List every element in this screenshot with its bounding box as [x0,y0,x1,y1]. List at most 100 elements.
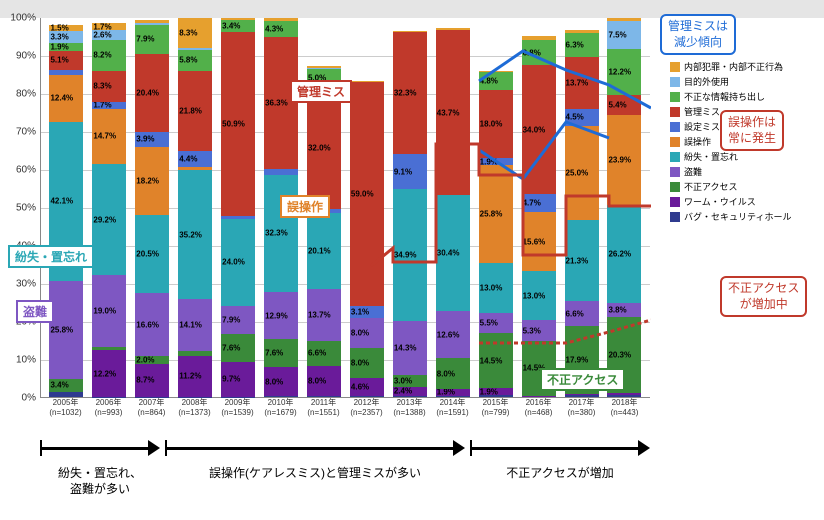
seg-setmiss: 3.1% [350,306,384,318]
seg-bug [307,396,341,397]
seg-unauth: 14.5% [479,333,513,388]
seg-lost: 13.0% [479,263,513,312]
seg-unauth: 7.6% [221,334,255,361]
seg-mgmt: 13.7% [565,57,599,109]
x-label: 2007年(n=864) [135,398,169,417]
bar-2016年: 14.5%5.3%13.0%15.6%4.7%34.0%6.8% [522,18,556,397]
x-label: 2015年(n=799) [479,398,513,417]
seg-setmiss: 4.4% [178,151,212,167]
seg-misop: 18.2% [135,147,169,216]
legend-item: 目的外使用 [670,75,820,88]
x-label: 2010年(n=1679) [264,398,298,417]
y-axis: 0%10%20%30%40%50%60%70%80%90%100% [0,18,38,398]
callout-mgmt_down: 管理ミスは減少傾向 [660,14,736,55]
x-axis: 2005年(n=1032)2006年(n=993)2007年(n=864)200… [40,398,650,417]
seg-theft: 14.3% [393,321,427,375]
seg-misop: 15.6% [522,212,556,271]
seg-setmiss: 4.5% [565,109,599,126]
seg-setmiss [221,216,255,219]
x-label: 2018年(n=443) [608,398,642,417]
seg-crime [565,30,599,33]
bar-2006年: 12.2%19.0%29.2%14.7%1.7%8.3%8.2%2.6%1.7% [92,18,126,397]
period-label: 紛失・置忘れ、盗難が多い [40,466,160,497]
seg-theft: 6.6% [565,301,599,326]
seg-worm [565,394,599,396]
seg-crime [522,36,556,39]
chart-container: 0%10%20%30%40%50%60%70%80%90%100% 3.4%25… [0,0,824,520]
y-tick: 70% [16,127,36,138]
seg-lost: 24.0% [221,219,255,306]
seg-badinfo: 12.2% [607,49,641,95]
seg-setmiss: 4.7% [522,194,556,212]
seg-crime [307,66,341,68]
seg-setmiss: 1.9% [479,158,513,165]
seg-lost: 35.2% [178,170,212,299]
x-label: 2017年(n=380) [565,398,599,417]
seg-mgmt: 43.7% [436,30,470,196]
seg-crime [221,18,255,20]
seg-theft: 12.6% [436,311,470,359]
seg-mgmt: 5.4% [607,95,641,115]
plot-area: 3.4%25.8%42.1%12.4%5.1%1.9%3.3%1.5% 12.2%… [40,18,650,398]
x-label: 2006年(n=993) [92,398,126,417]
seg-lost: 21.3% [565,220,599,301]
bar-2005年: 3.4%25.8%42.1%12.4%5.1%1.9%3.3%1.5% [49,18,83,397]
seg-lost: 20.5% [135,215,169,293]
seg-mgmt: 18.0% [479,90,513,158]
seg-unauth: 3.4% [49,379,83,392]
seg-crime [479,71,513,72]
x-label: 2009年(n=1539) [221,398,255,417]
y-tick: 30% [16,279,36,290]
seg-lost: 29.2% [92,164,126,275]
seg-unauth: 2.0% [135,356,169,364]
chart-label-theft: 盗難 [16,300,54,323]
seg-misop: 25.8% [479,165,513,263]
y-tick: 10% [16,355,36,366]
seg-bug [565,395,599,397]
seg-theft: 3.8% [607,303,641,317]
callout-misop_always: 誤操作は常に発生 [720,110,784,151]
seg-theft: 13.7% [307,289,341,341]
bar-2013年: 2.4%3.0%14.3%34.9%9.1%32.3% [393,18,427,397]
seg-extuse [135,23,169,24]
seg-unauth: 8.0% [350,348,384,378]
x-label: 2012年(n=2357) [350,398,384,417]
period-arrow [470,440,650,456]
seg-badinfo: 6.3% [565,33,599,57]
period-label: 不正アクセスが増加 [470,466,650,482]
seg-theft: 12.9% [264,292,298,339]
y-tick: 50% [16,203,36,214]
bar-2012年: 4.6%8.0%8.0%3.1%59.0% [350,18,384,397]
bar-2017年: 17.9%6.6%21.3%25.0%4.5%13.7%6.3% [565,18,599,397]
seg-unauth: 6.6% [307,341,341,366]
bar-2008年: 11.2%14.1%35.2%4.4%21.8%5.8%8.3% [178,18,212,397]
y-tick: 100% [10,13,36,24]
y-tick: 80% [16,89,36,100]
chart-label-unauth: 不正アクセス [540,368,625,391]
period-arrow [40,440,160,456]
seg-bug [264,396,298,397]
seg-crime [350,81,384,82]
callout-unauth_up: 不正アクセスが増加中 [720,276,807,317]
seg-setmiss: 3.9% [135,132,169,147]
seg-misop: 23.9% [607,115,641,205]
seg-worm [522,396,556,397]
chart-label-lost: 紛失・置忘れ [8,245,94,268]
legend-item: 不正アクセス [670,180,820,193]
seg-theft: 19.0% [92,275,126,347]
y-tick: 0% [22,393,36,404]
x-label: 2011年(n=1551) [307,398,341,417]
seg-worm: 2.4% [393,387,427,396]
seg-theft: 14.1% [178,299,212,351]
seg-theft: 7.9% [221,306,255,335]
x-label: 2016年(n=468) [522,398,556,417]
legend-item: ワーム・ウイルス [670,195,820,208]
seg-misop: 25.0% [565,126,599,221]
seg-worm: 9.7% [221,362,255,397]
seg-bug [522,396,556,397]
legend-item: 内部犯罪・内部不正行為 [670,60,820,73]
seg-unauth: 3.0% [393,375,427,386]
seg-mgmt: 59.0% [350,82,384,306]
seg-bug [607,395,641,397]
seg-bug [49,392,83,397]
